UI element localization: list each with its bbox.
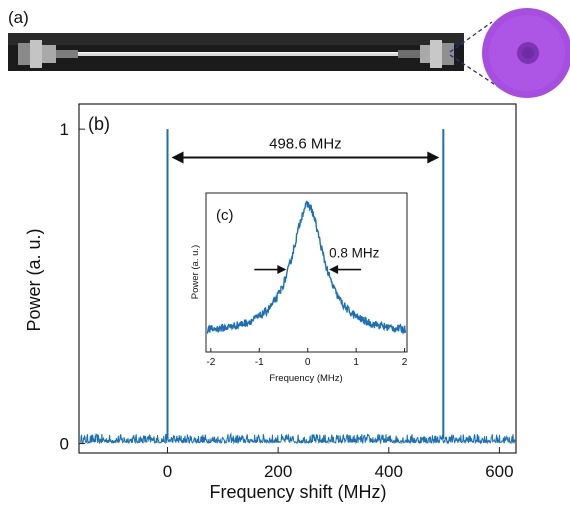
- fiber-photo: [8, 33, 464, 71]
- inset-trace-group: [206, 200, 407, 335]
- left-connector-icon: [18, 40, 78, 68]
- fiber-highlight: [78, 52, 398, 54]
- main-chart: (b) 0 200 400 600 01 498.6 MHz Frequency sh…: [24, 103, 517, 502]
- main-trace-group: [80, 129, 516, 445]
- panel-label-b: (b): [88, 114, 110, 134]
- inset-x-tick-label: 1: [353, 357, 359, 368]
- inset-annotation: 0.8 MHz: [254, 246, 380, 275]
- linewidth-trace: [206, 200, 407, 335]
- main-y-ticks: 01: [60, 120, 85, 454]
- photo-shading: [8, 33, 464, 45]
- panel-label-c: (c): [216, 207, 234, 224]
- inset-y-axis-label: Power (a. u.): [190, 245, 201, 299]
- main-y-axis-label: Power (a. u.): [24, 228, 44, 331]
- main-x-tick-label: 600: [485, 462, 513, 481]
- separation-arrow-left-head: [171, 151, 184, 164]
- fwhm-arrow-right-head: [329, 265, 339, 275]
- inset-plot-frame: [205, 192, 408, 353]
- separation-label: 498.6 MHz: [269, 135, 342, 152]
- fwhm-arrow-left-head: [277, 265, 287, 275]
- zoom-line-top: [449, 21, 493, 53]
- zoom-line-bottom: [449, 54, 501, 89]
- main-y-tick-label: 1: [60, 120, 69, 139]
- main-plot-frame: [78, 103, 517, 454]
- noise-floor-trace: [80, 432, 516, 445]
- inset-x-tick-label: -2: [206, 357, 215, 368]
- inset-x-tick-label: 2: [402, 357, 408, 368]
- inset-chart: (c) -2 -1 0 1 2 0.8 MHz Frequency (MHz) Powe…: [190, 192, 408, 384]
- inset-x-tick-label: 0: [305, 357, 311, 368]
- main-x-ticks: 0 200 400 600: [163, 447, 514, 481]
- separation-arrow-right-head: [427, 151, 440, 164]
- main-annotation: 498.6 MHz: [171, 135, 440, 164]
- inset-x-tick-label: -1: [255, 357, 264, 368]
- main-x-tick-label: 200: [264, 462, 292, 481]
- main-x-tick-label: 400: [375, 462, 403, 481]
- right-connector-icon: [398, 40, 454, 68]
- inset-x-axis-label: Frequency (MHz): [269, 373, 342, 384]
- fiber-body: [78, 52, 398, 56]
- main-x-axis-label: Frequency shift (MHz): [209, 482, 386, 502]
- main-y-tick-label: 0: [60, 435, 69, 454]
- panel-label-a: (a): [8, 8, 29, 27]
- fwhm-label: 0.8 MHz: [329, 246, 380, 261]
- main-x-tick-label: 0: [163, 462, 172, 481]
- inset-x-ticks: -2 -1 0 1 2: [206, 348, 408, 368]
- fiber-end-facet-icon: [482, 8, 570, 98]
